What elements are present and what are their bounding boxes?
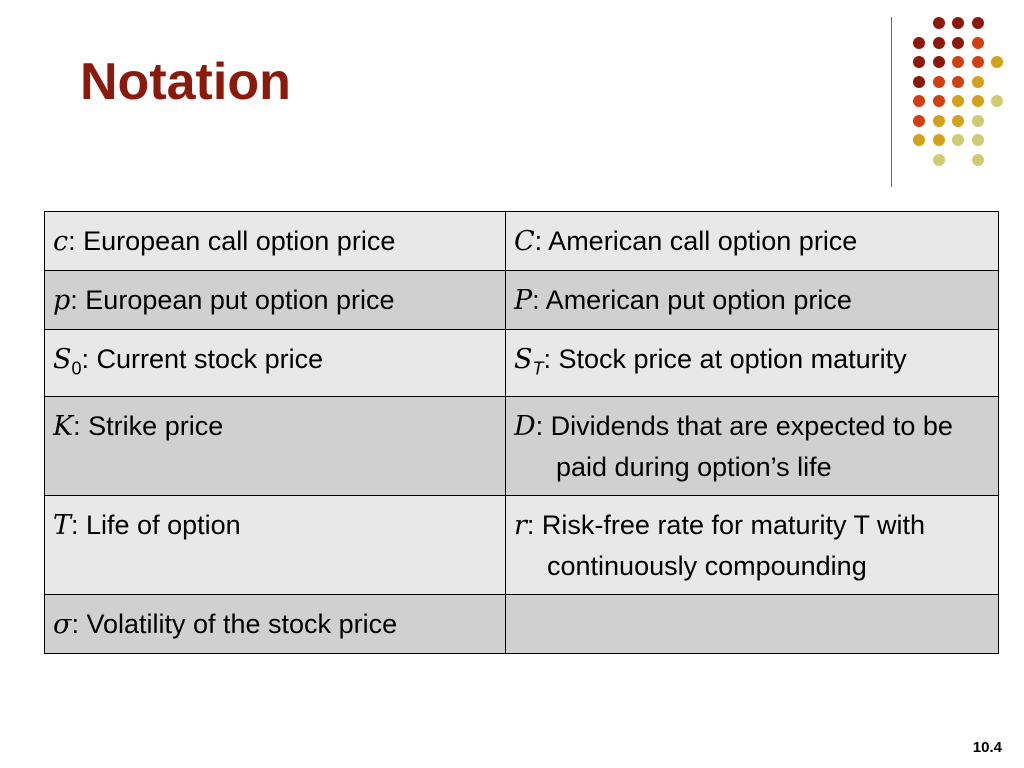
table-cell: p: European put option price [44, 270, 506, 330]
definition-text: : American put option price [532, 285, 852, 315]
table-cell: c: European call option price [44, 211, 506, 271]
definition-text: : Strike price [73, 411, 224, 442]
decorative-dot [932, 95, 945, 107]
decorative-dot [913, 114, 925, 127]
decorative-dot [971, 134, 984, 146]
math-symbol: T [53, 510, 72, 542]
table-cell: S0: Current stock price [44, 328, 506, 398]
title-divider-line [891, 17, 892, 187]
decorative-dot [932, 134, 945, 146]
decorative-dot [913, 75, 925, 88]
math-subscript: 0 [71, 358, 82, 379]
definition-text: : Life of option [71, 510, 241, 541]
decorative-dot [932, 75, 945, 88]
definition-text: : Current stock price [81, 344, 324, 374]
decorative-dot [932, 36, 945, 49]
decorative-dot [913, 36, 925, 49]
decorative-dot [952, 56, 964, 68]
decorative-dot [971, 153, 984, 166]
decorative-dot [971, 36, 984, 49]
decorative-dot [971, 17, 984, 29]
decorative-dot [971, 56, 984, 68]
table-row: p: European put option price P: American… [44, 270, 999, 330]
definition-text: : Dividends that are expected to be paid… [535, 411, 953, 483]
decorative-dot [952, 17, 964, 29]
decorative-dot [913, 95, 925, 107]
notation-table: c: European call option price C: America… [44, 211, 999, 655]
decorative-dot [952, 75, 964, 88]
decorative-dot [991, 56, 1003, 68]
table-row: c: European call option price C: America… [44, 211, 999, 271]
table-cell: ST: Stock price at option maturity [505, 328, 999, 398]
table-cell: T: Life of option [44, 495, 506, 596]
math-symbol: C [514, 226, 535, 257]
math-symbol: S [514, 344, 533, 375]
definition-text: : European call option price [68, 226, 396, 256]
math-symbol: P [514, 285, 533, 316]
page-number: 10.4 [972, 739, 1002, 756]
table-cell: K: Strike price [44, 396, 506, 497]
definition-text: : American call option price [534, 226, 858, 256]
definition-text: : Risk-free rate for maturity T with con… [526, 510, 926, 582]
decorative-dot [932, 56, 945, 68]
definition-text: : Volatility of the stock price [71, 609, 398, 640]
decorative-dot [991, 95, 1003, 107]
math-symbol: σ [53, 609, 72, 641]
table-cell: σ: Volatility of the stock price [44, 594, 506, 655]
definition-text: : European put option price [70, 285, 395, 315]
decorative-dot [952, 114, 964, 127]
table-row: T: Life of option r: Risk-free rate for … [44, 495, 999, 596]
math-symbol: S [53, 344, 72, 375]
decorative-dot [971, 95, 984, 107]
decorative-dot [932, 153, 945, 166]
definition-text: : Stock price at option maturity [543, 344, 907, 374]
decorative-dot [952, 134, 964, 146]
table-row: S0: Current stock price ST: Stock price … [44, 328, 999, 398]
decorative-dot [952, 95, 964, 107]
table-cell: D: Dividends that are expected to be pai… [505, 396, 999, 497]
decorative-dot [932, 114, 945, 127]
decorative-dot [913, 134, 925, 146]
table-cell: r: Risk-free rate for maturity T with co… [505, 495, 999, 596]
math-symbol: p [53, 285, 71, 316]
decorative-dot [913, 56, 925, 68]
math-subscript: T [532, 358, 544, 379]
decorative-dot [932, 17, 945, 29]
math-symbol: r [514, 510, 527, 542]
math-symbol: c [53, 226, 69, 257]
decorative-dot [952, 36, 964, 49]
math-symbol: K [53, 411, 74, 443]
table-cell: C: American call option price [505, 211, 999, 271]
table-cell-empty [505, 594, 999, 655]
math-symbol: D [514, 411, 536, 443]
table-row: σ: Volatility of the stock price [44, 594, 999, 655]
decorative-dot [971, 114, 984, 127]
table-cell: P: American put option price [505, 270, 999, 330]
slide-title: Notation [80, 53, 291, 111]
decorative-dot [971, 75, 984, 88]
table-row: K: Strike price D: Dividends that are ex… [44, 396, 999, 497]
